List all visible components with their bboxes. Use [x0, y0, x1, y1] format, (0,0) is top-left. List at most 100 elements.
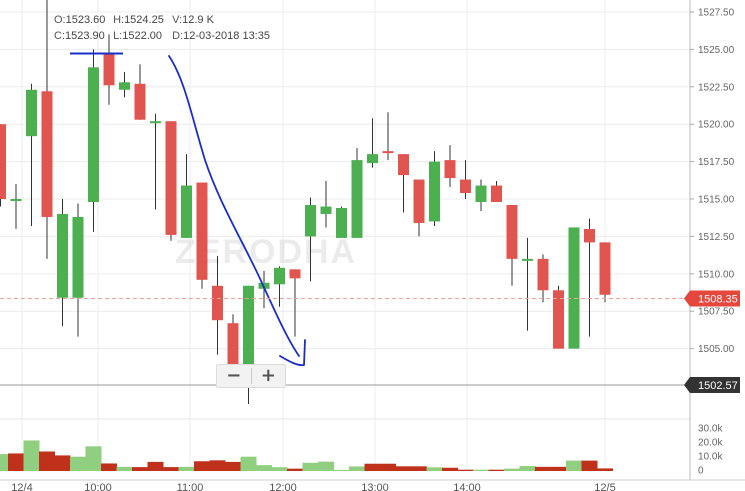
candles [0, 0, 611, 405]
time-tick-label: 10:00 [84, 482, 112, 491]
volume-bar [178, 466, 195, 471]
candle-body [351, 160, 363, 238]
candle-body [491, 185, 502, 203]
volume-bar [147, 461, 164, 471]
price-tick-label: 1512.50 [698, 232, 735, 243]
candle-body [320, 206, 332, 214]
price-tick-label: 1510.00 [698, 269, 735, 280]
trend-drawings [70, 52, 306, 367]
price-tick-label: 1520.00 [698, 120, 735, 131]
candle-body [537, 258, 549, 291]
candle-body [506, 204, 518, 259]
candle-body [289, 269, 301, 279]
price-tick-label: 1525.00 [698, 45, 735, 56]
candle-body [367, 154, 378, 164]
volume-bar [395, 466, 412, 471]
candle-body [88, 67, 99, 203]
volume-bar [225, 461, 241, 471]
candle-body [274, 267, 285, 285]
candle-body [429, 161, 440, 222]
volume-bar [163, 467, 179, 471]
volume-bar [364, 463, 381, 471]
candle-body [150, 121, 161, 124]
time-tick-label: 12/5 [594, 482, 615, 491]
candle-body [568, 227, 580, 349]
candle-body [134, 83, 146, 120]
candle-body [196, 182, 208, 280]
volume-bar [287, 468, 303, 471]
trend-arrow-drawing [168, 55, 306, 367]
candle-body [413, 179, 425, 223]
open-value: 1523.60 [65, 14, 106, 26]
candle-body [444, 160, 456, 179]
price-tags: 1508.35 1502.57 [0, 290, 740, 393]
volume-bar [209, 460, 226, 471]
volume-tick-label: 30.0k [698, 424, 723, 435]
price-tick-label: 1515.00 [698, 195, 735, 206]
volume-bar [85, 446, 102, 471]
candle-body [522, 258, 533, 261]
candle-body [181, 185, 192, 238]
candle-body [243, 285, 254, 369]
crosshair-tag-bg [684, 377, 740, 393]
high-label: H: [113, 14, 125, 26]
candle-body [0, 124, 6, 200]
volume-bars [0, 418, 690, 471]
volume-bar [411, 466, 427, 471]
volume-bar [271, 467, 288, 471]
volume-bar [550, 466, 567, 471]
volume-bar [39, 451, 55, 471]
volume-bar [23, 440, 40, 471]
close-value: 1523.90 [65, 30, 105, 42]
time-tick-label: 12/4 [11, 482, 32, 491]
candle-body [72, 216, 84, 298]
volume-bar [240, 456, 257, 471]
price-tick-label: 1507.50 [698, 307, 735, 318]
volume-bar [318, 461, 334, 471]
candle-body [553, 290, 564, 349]
volume-tick-label: 10.0k [698, 452, 723, 463]
volume-bar [457, 469, 474, 471]
time-tick-label: 11:00 [177, 482, 204, 491]
volume-bar [442, 467, 458, 471]
date-label: D: [172, 30, 184, 42]
zoom-divider [250, 368, 252, 384]
candle-body [305, 204, 316, 237]
volume-bar [302, 462, 319, 471]
volume-bar [101, 463, 117, 471]
volume-bar [566, 460, 582, 471]
candle-body [10, 199, 22, 202]
volume-bar [519, 466, 536, 471]
volume-tick-label: 0 [698, 466, 704, 477]
volume-bar [581, 460, 598, 471]
volume-bar [488, 469, 505, 471]
volume-bar [8, 453, 24, 471]
candle-body [398, 154, 409, 176]
volume-value: 12.9 K [182, 14, 214, 26]
ohlc-row-2: C:1523.90 L:1522.00 D:12-03-2018 13:35 [54, 28, 274, 44]
zoom-out-button[interactable]: − [226, 365, 242, 386]
open-label: O: [54, 14, 66, 26]
ohlc-row-1: O:1523.60 H:1524.25 V:12.9 K [54, 12, 274, 28]
time-tick-label: 12:00 [269, 482, 297, 491]
price-tick-label: 1505.00 [698, 344, 735, 355]
candle-body [227, 323, 239, 369]
time-tick-label: 14:00 [453, 482, 481, 491]
zoom-in-button[interactable]: + [260, 365, 276, 386]
candle-body [460, 179, 471, 194]
price-tick-label: 1527.50 [698, 7, 735, 18]
candle-body [584, 228, 595, 243]
time-tick-label: 13:00 [361, 482, 389, 491]
last-price-tag-bg [684, 290, 740, 307]
volume-bar [380, 463, 396, 471]
last-price-tag-label: 1508.35 [698, 294, 738, 306]
volume-bar [535, 466, 551, 471]
volume-bar [597, 468, 613, 471]
low-label: L: [113, 30, 123, 42]
candle-body [212, 285, 223, 321]
volume-bar [426, 467, 443, 471]
volume-bar [256, 465, 272, 471]
